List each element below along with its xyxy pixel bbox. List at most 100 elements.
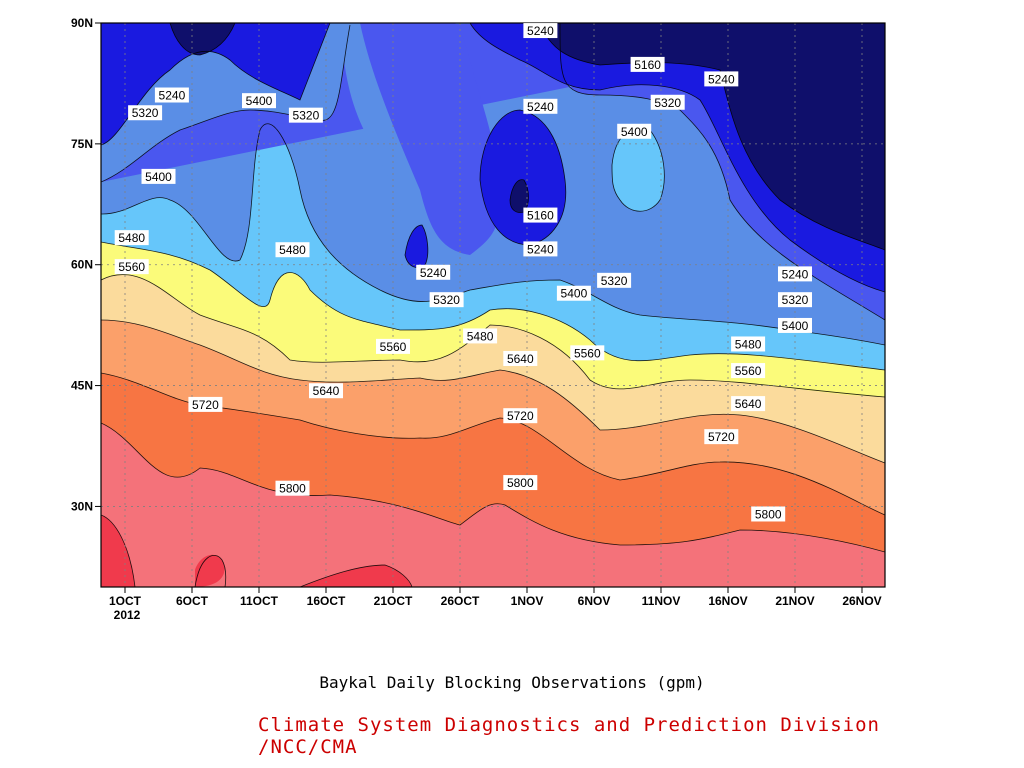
contour-label-value: 5640	[313, 384, 340, 398]
contour-label-box	[731, 363, 766, 379]
contour-label-box	[731, 396, 766, 412]
contour-label-value: 5240	[782, 267, 809, 281]
contour-label-value: 5240	[708, 72, 735, 86]
contour-label: 5240	[154, 87, 189, 103]
contour-label: 5160	[630, 56, 665, 72]
band-5400-5480-lobe2	[360, 23, 500, 255]
contour-label-box	[275, 480, 310, 496]
contour-label-box	[778, 266, 812, 282]
contour-label-box	[523, 23, 558, 39]
contour-label-value: 5640	[507, 352, 534, 366]
contour-label-box	[429, 292, 464, 308]
contour-label: 5320	[288, 107, 323, 123]
contour-label-value: 5720	[507, 409, 534, 423]
contour-label: 5400	[141, 168, 176, 184]
contour-label-value: 5480	[118, 231, 145, 245]
contour-label-value: 5400	[145, 170, 172, 184]
contour-label-value: 5400	[782, 319, 809, 333]
y-tick-label: 45N	[71, 379, 93, 393]
contour-label-value: 5320	[433, 293, 460, 307]
contour-label: 5800	[503, 475, 538, 491]
contour-label-box	[188, 396, 223, 412]
contour-label: 5400	[617, 123, 652, 139]
contour-label-box	[731, 336, 766, 352]
contour-label: 5400	[778, 317, 812, 333]
contour-label-box	[523, 98, 558, 114]
contour-label: 5640	[503, 350, 538, 366]
x-tick-label: 26OCT	[441, 594, 480, 608]
y-tick-label: 90N	[71, 16, 93, 30]
contour-label: 5480	[463, 328, 498, 344]
contour-label-box	[242, 93, 276, 109]
x-tick-label: 21NOV	[775, 594, 814, 608]
x-tick-label: 1NOV	[511, 594, 544, 608]
band-5240-5320	[101, 23, 885, 320]
contour-label-value: 5560	[735, 364, 762, 378]
contour-label-box	[523, 207, 558, 223]
contour-label: 5560	[114, 259, 149, 275]
contour-label-value: 5800	[279, 482, 306, 496]
band-below-5160-b	[170, 23, 235, 55]
contour-label-value: 5400	[621, 125, 648, 139]
contour-label-box	[556, 285, 591, 301]
contour-label-box	[751, 506, 786, 522]
contour-label-value: 5320	[601, 274, 628, 288]
contour-label-value: 5320	[293, 109, 320, 123]
band-below-5160	[540, 23, 885, 250]
contour-label-value: 5160	[634, 58, 661, 72]
x-tick-label: 1OCT	[109, 594, 142, 608]
contour-label-box	[778, 317, 812, 333]
contour-lines	[101, 23, 885, 587]
contour-label-box	[141, 168, 176, 184]
contour-label-value: 5720	[708, 430, 735, 444]
contour-label-box	[523, 241, 558, 257]
contour-label: 5240	[523, 23, 558, 39]
contour-label-value: 5560	[380, 340, 407, 354]
contour-label: 5320	[778, 292, 812, 308]
contour-label-value: 5320	[132, 106, 159, 120]
band-5160-5240	[101, 23, 330, 145]
contour-label-box	[128, 105, 163, 121]
band-5480-high-lobe	[612, 128, 665, 212]
contour-label-box	[704, 429, 739, 445]
band-below-5160-c	[510, 179, 529, 213]
plot-frame	[100, 22, 886, 588]
contour-label: 5800	[275, 480, 310, 496]
contour-label-box	[275, 242, 310, 258]
contour-label-value: 5800	[507, 476, 534, 490]
contour-label-value: 5480	[467, 329, 494, 343]
credit-text: Climate System Diagnostics and Predictio…	[258, 714, 880, 758]
contour-label: 5320	[597, 272, 632, 288]
contour-label: 5640	[731, 396, 766, 412]
contour-label-box	[416, 264, 451, 280]
contour-label-value: 5400	[246, 94, 273, 108]
y-tick-label: 60N	[71, 258, 93, 272]
contour-label: 5720	[704, 429, 739, 445]
x-tick-label: 11OCT	[240, 594, 279, 608]
contour-label-box	[570, 345, 605, 361]
contour-label: 5400	[242, 93, 276, 109]
contour-label: 5320	[650, 94, 685, 110]
contour-label: 5320	[128, 105, 163, 121]
contour-label-value: 5560	[574, 346, 601, 360]
contour-label: 5400	[556, 285, 591, 301]
contour-label: 5240	[778, 266, 812, 282]
x-tick-label: 16NOV	[708, 594, 747, 608]
contour-label: 5720	[503, 408, 538, 424]
y-tick-label: 75N	[71, 137, 93, 151]
contour-label-value: 5240	[527, 24, 554, 38]
contour-label: 5320	[429, 292, 464, 308]
contour-label-box	[650, 94, 685, 110]
contour-label-value: 5240	[159, 89, 186, 103]
contour-label-value: 5800	[755, 507, 782, 521]
contour-label-value: 5560	[118, 260, 145, 274]
contour-label: 5640	[309, 383, 343, 399]
contour-label-value: 5480	[279, 243, 306, 257]
contour-label-box	[704, 71, 739, 87]
contour-label-value: 5640	[735, 397, 762, 411]
contour-label: 5800	[751, 506, 786, 522]
contour-label-value: 5320	[654, 96, 681, 110]
